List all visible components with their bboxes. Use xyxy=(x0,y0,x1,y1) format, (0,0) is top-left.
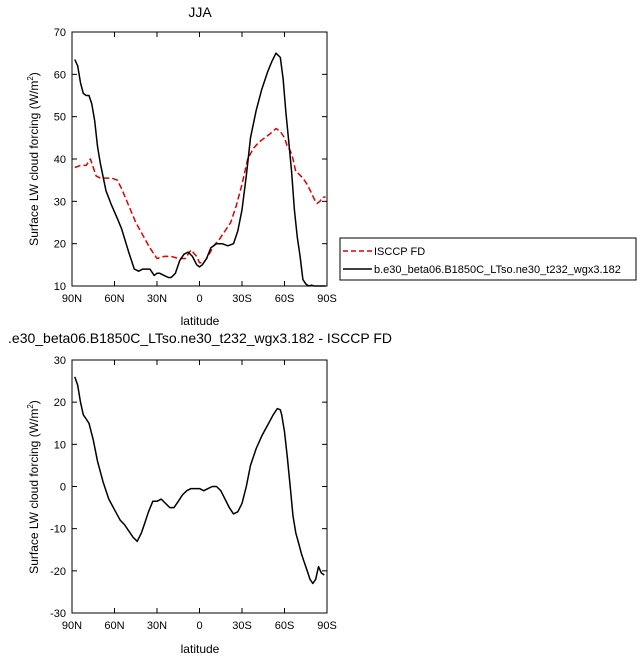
y-tick-label: 20 xyxy=(54,239,66,251)
y-tick-label: 0 xyxy=(60,482,66,494)
y-tick-label: 70 xyxy=(54,27,66,39)
chart-title: JJA xyxy=(188,4,212,20)
y-axis-label: Surface LW cloud forcing (W/m2) xyxy=(26,400,41,574)
x-tick-label: 60N xyxy=(104,293,124,305)
series-line-difference xyxy=(74,376,325,585)
y-axis-label-superscript: 2 xyxy=(26,404,35,409)
y-axis-ticks: -30 -20 -10 0 10 20 30 xyxy=(50,355,327,620)
x-tick-label: 30S xyxy=(232,293,252,305)
x-tick-label: 0 xyxy=(196,620,202,632)
y-tick-label: -20 xyxy=(50,566,66,578)
legend-frame xyxy=(339,237,637,281)
plot-frame xyxy=(71,359,328,614)
legend-label-model: b.e30_beta06.B1850C_LTso.ne30_t232_wgx3.… xyxy=(374,264,621,276)
y-tick-label: 10 xyxy=(54,439,66,451)
x-tick-label: 60S xyxy=(275,293,295,305)
x-tick-label: 90N xyxy=(62,620,82,632)
y-tick-label: 40 xyxy=(54,154,66,166)
y-axis-label-text: Surface LW cloud forcing (W/m xyxy=(27,81,41,246)
y-axis-label: Surface LW cloud forcing (W/m2) xyxy=(26,72,41,246)
x-tick-label: 90N xyxy=(62,293,82,305)
y-tick-label: 30 xyxy=(54,196,66,208)
difference-chart-title: .e30_beta06.B1850C_LTso.ne30_t232_wgx3.1… xyxy=(8,330,392,346)
x-tick-label: 90S xyxy=(317,620,337,632)
legend-label-isccp: ISCCP FD xyxy=(374,246,425,258)
plot-frame xyxy=(71,31,328,287)
x-axis-ticks: 90N 60N 30N 0 30S 60S 90S xyxy=(62,360,337,632)
x-axis-label: latitude xyxy=(181,314,220,328)
x-tick-label: 30N xyxy=(147,293,167,305)
series-lines xyxy=(74,52,326,287)
y-axis-ticks: 10 20 30 40 50 60 70 xyxy=(54,27,327,293)
top-panel: JJA 10 20 30 40 50 60 70 90N 60N 30N 0 30S 60S 90S l… xyxy=(26,4,337,328)
x-tick-label: 60N xyxy=(104,620,124,632)
y-tick-label: 60 xyxy=(54,69,66,81)
y-tick-label: 10 xyxy=(54,281,66,293)
series-lines xyxy=(74,376,325,585)
series-line-isccp-fd xyxy=(74,127,326,264)
y-axis-label-close: ) xyxy=(27,400,41,404)
y-axis-label-superscript: 2 xyxy=(26,76,35,81)
y-tick-label: 30 xyxy=(54,355,66,367)
legend: ISCCP FD b.e30_beta06.B1850C_LTso.ne30_t… xyxy=(339,237,637,281)
x-tick-label: 0 xyxy=(196,293,202,305)
y-tick-label: -30 xyxy=(50,608,66,620)
bottom-panel: .e30_beta06.B1850C_LTso.ne30_t232_wgx3.1… xyxy=(8,330,392,656)
y-tick-label: 50 xyxy=(54,112,66,124)
x-axis-label: latitude xyxy=(181,642,220,656)
y-tick-label: -10 xyxy=(50,524,66,536)
x-tick-label: 30S xyxy=(232,620,252,632)
series-line-model xyxy=(74,52,326,287)
x-tick-label: 90S xyxy=(317,293,337,305)
x-axis-ticks: 90N 60N 30N 0 30S 60S 90S xyxy=(62,32,337,305)
y-tick-label: 20 xyxy=(54,397,66,409)
y-axis-label-text: Surface LW cloud forcing (W/m xyxy=(27,409,41,574)
x-tick-label: 60S xyxy=(275,620,295,632)
x-tick-label: 30N xyxy=(147,620,167,632)
y-axis-label-close: ) xyxy=(27,72,41,76)
